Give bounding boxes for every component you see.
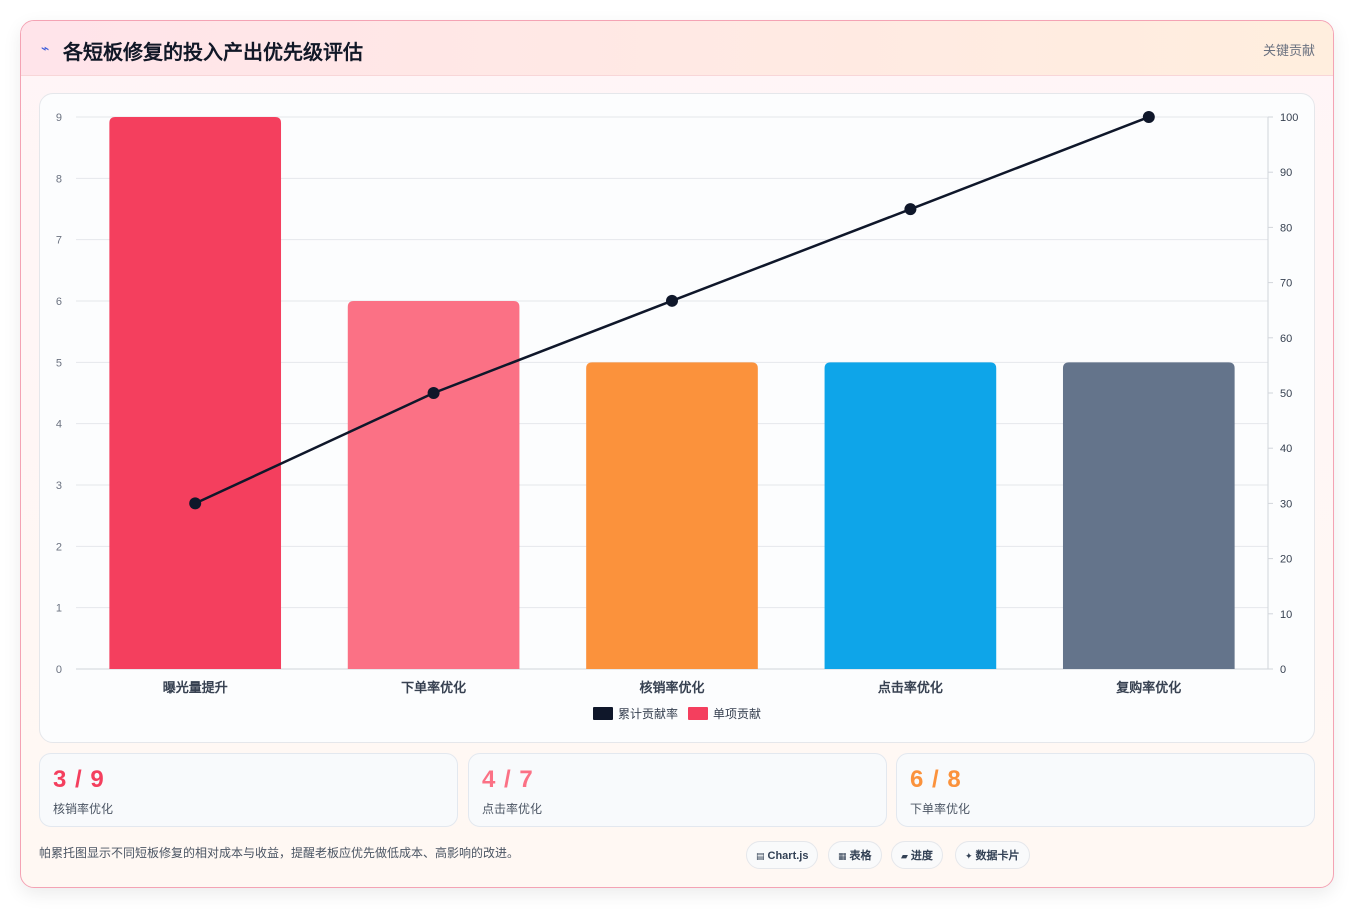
main-card: ⌁ 各短板修复的投入产出优先级评估 关键贡献 0 1 2 3 4 5 6 7 8 9 0 10 20 30… — [20, 20, 1334, 888]
y-tick-label: 0 — [56, 664, 62, 676]
chip-label: 数据卡片 — [975, 850, 1020, 862]
lightning-icon: ⌁ — [41, 40, 50, 56]
y2-tick-label: 90 — [1280, 167, 1292, 179]
stat-label: 点击率优化 — [482, 802, 543, 816]
bar — [824, 362, 997, 669]
page-title: 各短板修复的投入产出优先级评估 — [63, 42, 363, 64]
y2-tick-label: 20 — [1280, 554, 1292, 566]
x-tick-label: 复购率优化 — [1115, 680, 1181, 695]
bar — [1062, 362, 1235, 669]
y-tick-label: 3 — [56, 480, 62, 492]
x-tick-label: 点击率优化 — [878, 680, 943, 695]
stat-value: 6 / 8 — [910, 766, 962, 793]
y2-tick-label: 50 — [1280, 388, 1292, 400]
chip-label: 表格 — [849, 850, 872, 862]
stat-label: 核销率优化 — [53, 802, 114, 816]
line-point — [189, 497, 202, 510]
stat-value: 4 / 7 — [482, 766, 534, 793]
chart-panel: 0 1 2 3 4 5 6 7 8 9 0 10 20 30 40 50 60 70 80 90 100 曝光量提升 下单率… — [39, 93, 1315, 743]
line-point — [427, 387, 440, 399]
y-tick-label: 5 — [56, 357, 62, 369]
stat-value: 3 / 9 — [53, 766, 105, 793]
bar — [347, 301, 520, 669]
footnote: 帕累托图显示不同短板修复的相对成本与收益，提醒老板应优先做低成本、高影响的改进。 — [39, 846, 520, 860]
legend-swatch — [593, 707, 613, 720]
line-point — [666, 294, 678, 307]
y-tick-label: 1 — [56, 603, 62, 615]
y2-tick-label: 100 — [1280, 112, 1298, 124]
y2-tick-label: 40 — [1280, 443, 1292, 455]
bar — [109, 117, 282, 669]
stat-card-1: 3 / 9 核销率优化 — [39, 753, 458, 827]
progress-icon: ▰ — [901, 851, 908, 861]
y-tick-label: 9 — [56, 112, 62, 124]
sparkle-icon: ✦ — [965, 851, 973, 861]
stat-card-3: 6 / 8 下单率优化 — [896, 753, 1315, 827]
legend-label: 单项贡献 — [713, 706, 761, 721]
header-tag: 关键贡献 — [1262, 43, 1315, 58]
chip-label: Chart.js — [767, 850, 809, 862]
chip-table[interactable]: ▦ 表格 — [828, 841, 882, 869]
legend-label: 累计贡献率 — [618, 706, 678, 721]
y2-tick-label: 30 — [1280, 498, 1292, 510]
line-point — [1142, 111, 1155, 123]
x-tick-label: 下单率优化 — [401, 680, 466, 695]
chip-progress[interactable]: ▰ 进度 — [891, 841, 943, 869]
y-tick-label: 6 — [56, 296, 62, 308]
stat-card-2: 4 / 7 点击率优化 — [468, 753, 887, 827]
x-tick-label: 核销率优化 — [639, 680, 704, 695]
stat-label: 下单率优化 — [910, 802, 971, 816]
bar — [586, 362, 758, 669]
chip-label: 进度 — [910, 850, 933, 862]
chart-icon: ▤ — [756, 851, 765, 861]
y2-tick-label: 70 — [1280, 278, 1292, 290]
y2-tick-label: 0 — [1280, 664, 1286, 676]
y-tick-label: 2 — [56, 541, 62, 553]
y2-tick-label: 80 — [1280, 222, 1292, 234]
y2-tick-label: 10 — [1280, 609, 1292, 621]
chip-chartjs[interactable]: ▤ Chart.js — [746, 841, 819, 869]
x-tick-label: 曝光量提升 — [163, 680, 228, 695]
table-icon: ▦ — [838, 851, 847, 861]
y-tick-label: 4 — [56, 419, 62, 431]
y2-tick-label: 60 — [1280, 333, 1292, 345]
line-point — [904, 203, 917, 216]
y-tick-label: 7 — [56, 235, 62, 247]
legend-swatch — [688, 707, 708, 720]
card-header: ⌁ 各短板修复的投入产出优先级评估 关键贡献 — [21, 21, 1333, 76]
y-tick-label: 8 — [56, 173, 62, 185]
chip-data-card[interactable]: ✦ 数据卡片 — [955, 841, 1030, 869]
